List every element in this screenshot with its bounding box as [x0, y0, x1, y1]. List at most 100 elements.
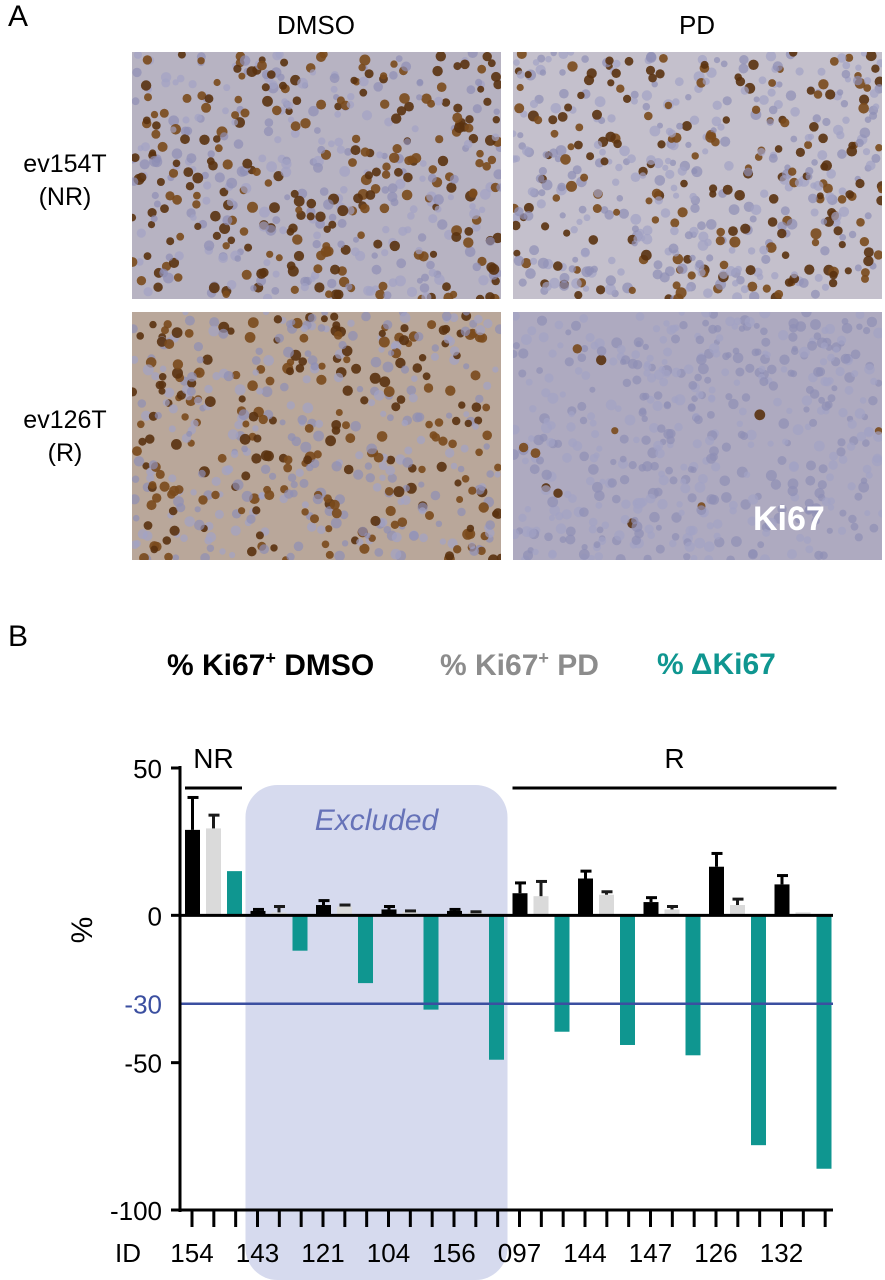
stained-nucleus — [494, 463, 501, 472]
stained-nucleus — [645, 65, 656, 75]
nucleus — [643, 554, 652, 560]
nucleus — [522, 146, 532, 156]
stained-nucleus — [735, 76, 746, 87]
nucleus — [698, 474, 708, 484]
nucleus — [795, 321, 807, 332]
nucleus — [720, 136, 731, 147]
x-tick-label: 156 — [432, 1238, 475, 1268]
stained-nucleus — [132, 387, 138, 397]
nucleus — [666, 429, 676, 439]
stained-nucleus — [385, 505, 396, 517]
micrograph-ev154t-pd — [513, 52, 882, 299]
nucleus — [373, 390, 385, 401]
nucleus — [583, 214, 591, 222]
nucleus — [722, 96, 732, 106]
legend-delta: % ΔKi67 — [657, 648, 776, 681]
nucleus — [756, 273, 764, 281]
stained-nucleus — [153, 282, 163, 292]
nucleus — [406, 286, 418, 298]
nucleus — [588, 517, 598, 527]
nucleus — [759, 95, 769, 105]
nucleus — [859, 127, 871, 139]
nucleus — [370, 356, 382, 368]
nucleus — [361, 312, 371, 322]
nucleus — [689, 115, 700, 125]
nucleus — [614, 530, 625, 541]
bar-dmso — [381, 909, 397, 916]
nucleus — [584, 266, 594, 276]
nucleus — [654, 196, 663, 205]
stained-nucleus — [142, 116, 151, 125]
nucleus — [725, 316, 736, 327]
stained-nucleus — [142, 55, 153, 65]
nucleus — [168, 404, 178, 414]
nucleus — [820, 246, 830, 256]
stained-nucleus — [199, 134, 210, 145]
stained-nucleus — [156, 178, 165, 186]
nucleus — [780, 206, 790, 216]
stained-nucleus — [657, 140, 666, 149]
stained-nucleus — [740, 223, 751, 234]
bar-delta — [227, 871, 242, 916]
nucleus — [240, 183, 252, 194]
nucleus — [669, 159, 677, 166]
nucleus — [854, 408, 866, 419]
nucleus — [777, 456, 787, 465]
nucleus — [840, 353, 851, 364]
stained-nucleus — [513, 249, 521, 257]
stained-nucleus — [316, 374, 327, 385]
bar-pd — [599, 894, 614, 916]
nucleus — [358, 76, 369, 87]
nucleus — [464, 246, 476, 258]
stained-nucleus — [333, 331, 343, 340]
nucleus — [773, 100, 783, 109]
nucleus — [264, 118, 274, 127]
nucleus — [615, 405, 622, 412]
nucleus — [630, 213, 642, 225]
stained-nucleus — [360, 147, 370, 157]
nucleus — [371, 252, 378, 259]
nucleus — [581, 345, 589, 353]
nucleus — [421, 292, 432, 299]
nucleus — [813, 180, 824, 191]
nucleus — [695, 390, 704, 399]
stained-nucleus — [488, 554, 499, 560]
stained-nucleus — [572, 344, 582, 354]
stained-nucleus — [644, 111, 653, 121]
nucleus — [150, 215, 158, 223]
nucleus — [547, 392, 559, 404]
stained-nucleus — [375, 289, 385, 299]
nucleus — [526, 527, 537, 538]
nucleus — [865, 160, 876, 171]
stained-nucleus — [423, 383, 434, 393]
nucleus — [193, 342, 203, 352]
stained-nucleus — [605, 56, 614, 65]
nucleus — [785, 90, 797, 101]
nucleus — [309, 275, 316, 282]
nucleus — [463, 363, 470, 370]
stained-nucleus — [425, 511, 434, 520]
nucleus — [639, 392, 648, 401]
nucleus — [792, 424, 804, 436]
nucleus — [628, 461, 637, 470]
nucleus — [655, 524, 662, 531]
stained-nucleus — [208, 160, 218, 171]
stained-nucleus — [337, 205, 349, 217]
nucleus — [416, 277, 423, 284]
nucleus — [839, 509, 847, 517]
legend-pd-prefix: % Ki67 — [440, 649, 539, 682]
nucleus — [485, 236, 495, 246]
column-label-dmso: DMSO — [277, 10, 355, 40]
stained-nucleus — [242, 420, 250, 428]
stained-nucleus — [567, 143, 575, 151]
panel-a-letter: A — [8, 0, 29, 33]
nucleus — [789, 323, 798, 333]
stained-nucleus — [318, 362, 326, 370]
nucleus — [663, 320, 670, 327]
nucleus — [239, 55, 251, 66]
nucleus — [211, 476, 221, 486]
stained-nucleus — [132, 213, 137, 222]
nucleus — [263, 355, 274, 366]
nucleus — [687, 493, 697, 503]
stained-nucleus — [382, 162, 391, 171]
